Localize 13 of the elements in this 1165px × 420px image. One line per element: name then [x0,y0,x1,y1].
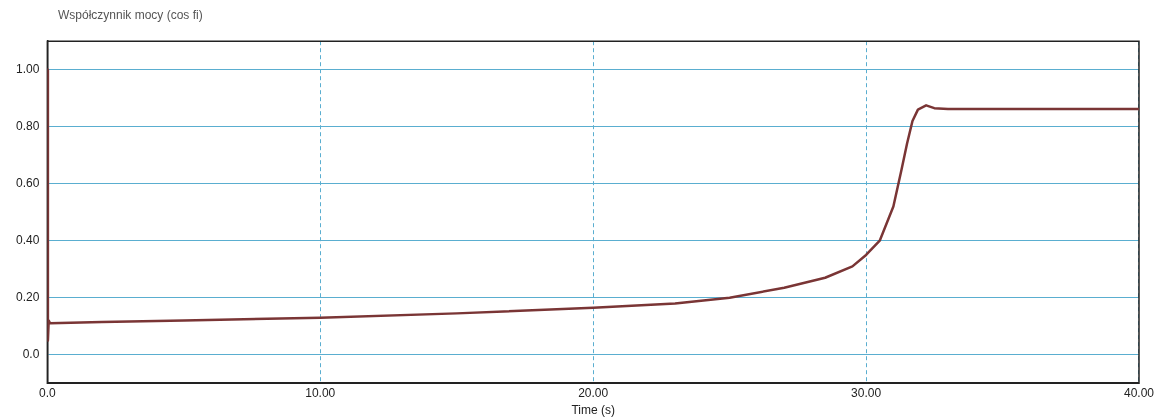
y-tick-label: 0.40 [16,233,40,248]
x-tick-label: 20.00 [578,385,609,400]
y-tick-label: 0.60 [16,176,40,191]
x-tick-label: 10.00 [305,385,336,400]
y-tick-label: 0.80 [16,119,40,134]
y-axis-title: Współczynnik mocy (cos fi) [57,8,204,24]
x-tick-label: 30.00 [851,385,882,400]
y-tick-label: 0.0 [22,347,40,362]
x-axis-title: Time (s) [571,403,615,418]
x-tick-label: 0.0 [39,385,57,400]
y-tick-label: 0.20 [16,290,40,305]
x-tick-label: 40.00 [1123,385,1155,400]
y-tick-label: 1.00 [16,62,40,77]
